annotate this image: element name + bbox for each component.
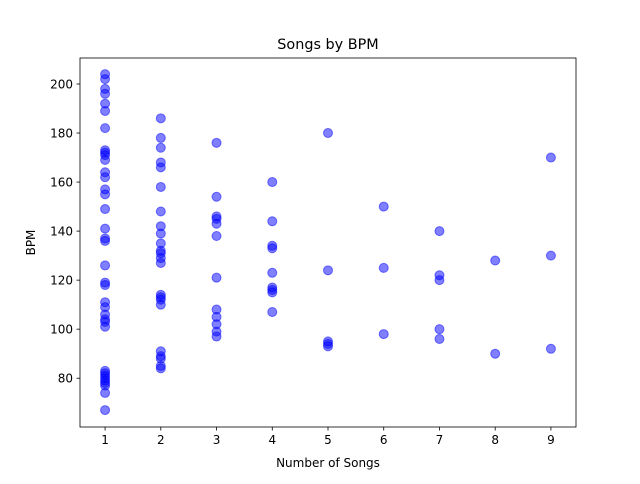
x-tick-label: 8 (491, 433, 499, 447)
data-point (267, 307, 278, 318)
data-point (434, 226, 445, 237)
y-tick-label: 200 (50, 77, 73, 91)
y-tick-label: 160 (50, 175, 73, 189)
data-point (267, 267, 278, 278)
data-point (323, 341, 333, 352)
data-point (211, 191, 222, 202)
data-point (211, 231, 222, 242)
y-axis-ticks: 80 100 120 140 160 180 200 (50, 77, 80, 386)
y-tick-label: 100 (50, 322, 73, 336)
data-point (378, 329, 389, 340)
x-tick-label: 4 (268, 433, 276, 447)
data-point (100, 387, 111, 398)
plot-frame (79, 57, 577, 428)
data-point (378, 201, 389, 212)
x-tick-label: 9 (547, 433, 555, 447)
data-point (434, 333, 445, 344)
data-point (100, 204, 111, 215)
data-point (211, 218, 222, 229)
data-point (155, 132, 166, 143)
data-point (100, 105, 111, 116)
data-point (100, 189, 111, 200)
data-point (100, 74, 111, 85)
data-point (434, 324, 445, 335)
data-point (100, 123, 111, 134)
data-point (378, 262, 389, 273)
x-tick-label: 1 (101, 433, 109, 447)
data-point (211, 137, 222, 148)
data-point (323, 128, 333, 139)
data-point (434, 275, 445, 286)
data-point (545, 152, 556, 163)
y-tick-label: 180 (50, 126, 73, 140)
data-point (211, 331, 222, 342)
data-point (490, 348, 501, 359)
data-point (490, 255, 501, 266)
data-point (211, 272, 222, 283)
data-point (267, 177, 278, 188)
data-point (155, 257, 166, 268)
data-point (155, 181, 166, 192)
data-point (155, 113, 166, 124)
data-point (100, 260, 111, 271)
data-point (100, 172, 111, 183)
data-point (100, 154, 111, 165)
data-point (545, 250, 556, 261)
data-point (100, 321, 111, 332)
data-point (100, 235, 111, 246)
data-point (155, 162, 166, 173)
chart-title: Songs by BPM (277, 37, 378, 53)
x-axis-label: Number of Songs (276, 456, 380, 470)
points-layer (100, 69, 556, 416)
data-point (323, 265, 333, 276)
data-point (155, 363, 166, 374)
data-point (100, 88, 111, 99)
y-axis-label: BPM (24, 230, 38, 256)
x-axis-ticks: 1 2 3 4 5 6 7 8 9 (101, 427, 555, 447)
x-tick-label: 6 (380, 433, 388, 447)
y-tick-label: 120 (50, 273, 73, 287)
x-tick-label: 7 (436, 433, 444, 447)
data-point (267, 216, 278, 227)
data-point (267, 287, 278, 298)
data-point (155, 142, 166, 153)
x-tick-label: 5 (324, 433, 332, 447)
y-tick-label: 140 (50, 224, 73, 238)
data-point (267, 243, 278, 254)
x-tick-label: 2 (157, 433, 165, 447)
data-point (100, 405, 111, 416)
data-point (100, 223, 111, 234)
data-point (155, 206, 166, 217)
data-point (155, 228, 166, 239)
data-point (100, 280, 111, 291)
x-tick-label: 3 (213, 433, 221, 447)
data-point (155, 299, 166, 310)
data-point (545, 343, 556, 354)
y-tick-label: 80 (58, 372, 73, 386)
